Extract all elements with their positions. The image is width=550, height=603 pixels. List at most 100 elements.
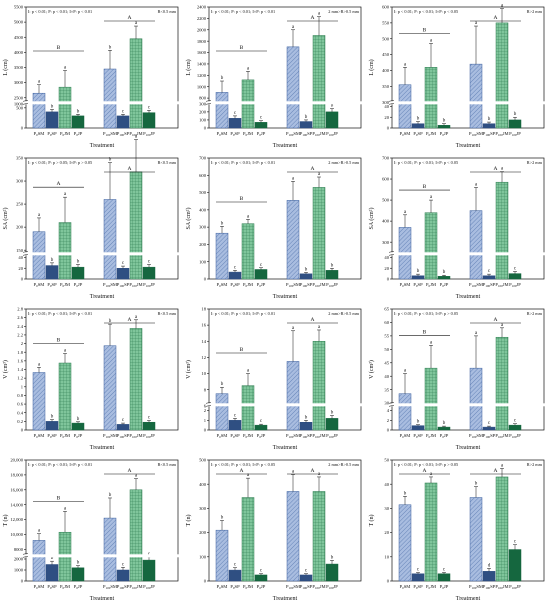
significance-letter: a [38, 362, 41, 367]
y-tick-label: 300 [382, 100, 390, 105]
y-tick-label: 1200 [197, 73, 207, 78]
y-tick-label: 150 [16, 248, 24, 253]
significance-letter: b [417, 420, 420, 425]
plot-frame [391, 157, 545, 280]
significance-letter: c [260, 569, 263, 574]
x-tick-label: P100SP [300, 584, 313, 590]
axis-break [23, 554, 179, 558]
significance-letter: a [318, 172, 321, 177]
significance-letter: a [64, 349, 67, 354]
y-tick-label: 0 [387, 579, 390, 584]
x-tick-label: P0JP [257, 131, 266, 137]
significance-letter: b [51, 104, 54, 109]
x-tick-label: P100SM [469, 131, 483, 137]
x-tick-label: P100JP [143, 131, 155, 137]
plot-frame [391, 459, 545, 582]
x-axis-label: Treatment [456, 143, 481, 149]
significance-letter: b [305, 267, 308, 272]
y-tick-label: 0 [204, 428, 207, 433]
x-axis-label: Treatment [273, 596, 298, 602]
chart-svg: 0 2 4 30 35 40 45 50 55 60 65 V (cm³) Treatment I: p … [368, 307, 545, 451]
panel-T-fine: 0 1000 2000 8000 10,000 12,000 14,000 16,000 18,… [0, 453, 183, 603]
significance-letter: b [77, 109, 80, 114]
bar [116, 267, 130, 280]
significance-letter: a [430, 340, 433, 345]
bar [286, 361, 300, 431]
group-letter: A [240, 468, 244, 474]
bar [424, 212, 438, 280]
significance-letter: b [443, 119, 446, 124]
significance-letter: a [64, 66, 67, 71]
significance-letter: c [443, 568, 446, 573]
significance-letter: c [417, 568, 420, 573]
significance-letter: a [404, 369, 407, 374]
bar [254, 122, 268, 129]
x-axis-label: Treatment [456, 294, 481, 300]
y-tick-label: 16,000 [10, 487, 23, 493]
significance-letter: a [475, 21, 478, 26]
significance-letter: a [404, 62, 407, 67]
significance-letter: a [64, 192, 67, 197]
bar [299, 422, 313, 431]
axis-break [23, 101, 179, 105]
bar [424, 67, 438, 129]
significance-letter: b [109, 158, 112, 163]
y-tick-label: 500 [382, 36, 390, 41]
significance-letter: a [292, 25, 295, 30]
group-letter: A [311, 166, 315, 172]
x-tick-label: P0SM [34, 433, 45, 439]
x-tick-label: P0SP [230, 584, 240, 590]
y-tick-label: 5000 [14, 20, 24, 25]
significance-letter: c [234, 265, 237, 270]
range-label: R>2 mm [527, 311, 543, 316]
y-tick-label: 2 [387, 418, 390, 423]
significance-letter: b [221, 516, 224, 521]
x-axis-label: Treatment [456, 445, 481, 451]
plot-frame [208, 459, 362, 582]
y-tick-label: 20 [384, 115, 389, 120]
x-tick-label: P100SM [469, 282, 483, 288]
y-tick-label: 500 [382, 198, 390, 203]
x-tick-label: P100JP [143, 584, 155, 590]
significance-letter: a [430, 38, 433, 43]
bar [142, 112, 156, 129]
range-label: R<0.5 mm [158, 9, 177, 14]
y-tick-label: 5500 [14, 5, 24, 10]
panel-SA-medium: 0 100 200 300 400 500 600 700 SA (cm²) Treatment I… [183, 151, 366, 301]
x-tick-label: P100JP [326, 433, 338, 439]
y-tick-label: 2400 [197, 5, 207, 10]
group-letter: A [311, 468, 315, 474]
y-tick-label: 4000 [14, 50, 24, 55]
chart-svg: 0 1000 2000 8000 10,000 12,000 14,000 16,000 18,… [2, 458, 179, 602]
range-label: 2 mm>R>0.5 mm [328, 462, 359, 467]
group-letter: B [423, 27, 427, 33]
significance-letter: c [514, 266, 517, 271]
chart-svg: 0 20 40 150 200 250 300 350 SA (cm²) Treatment I: … [2, 135, 179, 300]
break-mark [205, 100, 212, 102]
x-tick-label: P0JM [243, 131, 253, 137]
bar [142, 421, 156, 431]
group-letter: B [423, 184, 427, 190]
y-tick-label: 12,000 [10, 517, 23, 523]
x-tick-label: P100SP [483, 433, 496, 439]
group-letter: B [57, 45, 61, 51]
y-tick-label: 0.2 [17, 419, 23, 424]
bar [312, 341, 326, 431]
panel-T-coarse: 0 10 20 30 40 50 T (n) Treatment I: p < 0.01; P:… [366, 453, 549, 603]
x-tick-label: P100SP [117, 584, 130, 590]
bar [469, 497, 483, 582]
bar [482, 123, 496, 129]
panel-SA-fine: 0 20 40 150 200 250 300 350 SA (cm²) Treatment I: … [0, 135, 183, 301]
y-tick-label: 250 [16, 202, 24, 207]
x-tick-label: P0SP [47, 584, 57, 590]
bar [71, 266, 85, 280]
x-tick-label: P0SP [230, 282, 240, 288]
significance-letter: a [430, 472, 433, 477]
panel-V-fine: 0 0.2 0.4 0.6 0.8 1 1.2 1.4 1.6 1.8 2 2.2 2.4 2.6 2.8 V… [0, 302, 183, 452]
significance-letter: a [247, 66, 250, 71]
x-tick-label: P0JP [440, 433, 449, 439]
axis-break [389, 403, 545, 407]
break-mark [22, 254, 29, 256]
significance-letter: a [135, 315, 138, 320]
y-tick-label: 50 [384, 347, 389, 352]
